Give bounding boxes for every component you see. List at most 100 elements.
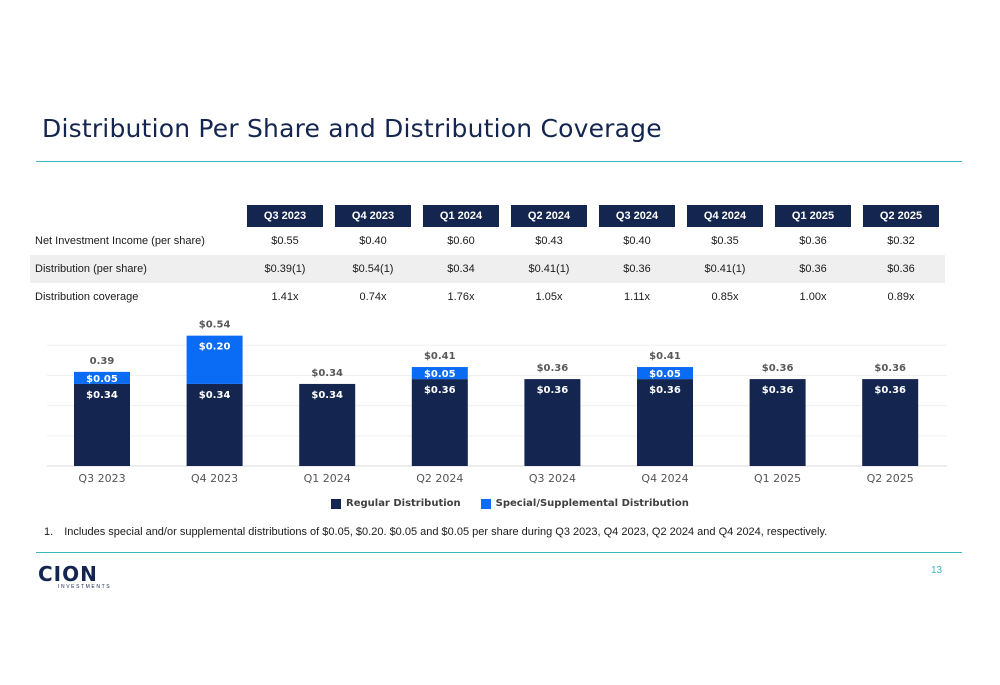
bar-label-special: $0.20 xyxy=(199,342,231,353)
legend-swatch-regular xyxy=(331,498,341,509)
bar-regular xyxy=(74,383,130,466)
bar-label-regular: $0.34 xyxy=(199,390,231,401)
column-header: Q4 2023 xyxy=(335,205,411,227)
bar-regular xyxy=(524,379,581,466)
page-title: Distribution Per Share and Distribution … xyxy=(42,114,662,143)
footnote: 1. Includes special and/or supplemental … xyxy=(44,526,827,538)
bar-total-label: $0.54 xyxy=(199,320,231,331)
table-header-cell: Q2 2025 xyxy=(857,205,945,227)
bar-label-regular: $0.36 xyxy=(424,385,456,396)
bar-label-regular: $0.36 xyxy=(874,385,906,396)
bar-regular xyxy=(186,383,243,466)
x-tick-label: Q3 2023 xyxy=(78,472,125,485)
x-tick-label: Q3 2024 xyxy=(529,472,576,485)
x-tick-label: Q4 2023 xyxy=(191,472,238,485)
bar-label-special: $0.05 xyxy=(86,374,118,385)
table-cell: $0.36 xyxy=(769,255,857,283)
table-header-cell: Q2 2024 xyxy=(505,205,593,227)
logo-wordmark: CION xyxy=(38,562,98,586)
title-divider xyxy=(36,161,962,162)
table-cell: $0.41(1) xyxy=(681,255,769,283)
distribution-chart: $0.34 $0.05 0.39 Q3 2023 $0.34 $0.20 $0.54 Q4 2… xyxy=(47,320,947,485)
table-header-cell: Q4 2024 xyxy=(681,205,769,227)
bar-label-special: $0.05 xyxy=(424,369,456,380)
bar-label-regular: $0.34 xyxy=(86,390,118,401)
bar-regular xyxy=(637,379,693,466)
table-header-cell: Q1 2024 xyxy=(417,205,505,227)
table-row: Distribution coverage 1.41x 0.74x 1.76x 1.05… xyxy=(30,283,945,311)
table-cell: $0.40 xyxy=(359,235,387,247)
logo-subtitle: INVESTMENTS xyxy=(58,584,112,590)
table-cell: $0.36 xyxy=(799,235,827,247)
legend-item-special: Special/Supplemental Distribution xyxy=(480,498,689,509)
column-header: Q1 2025 xyxy=(775,205,851,227)
legend-label-regular: Regular Distribution xyxy=(346,498,461,509)
legend-swatch-special xyxy=(480,498,491,509)
table-cell: $0.34 xyxy=(417,255,505,283)
table-cell: $0.36 xyxy=(593,255,681,283)
column-header: Q4 2024 xyxy=(687,205,763,227)
bar-special xyxy=(74,371,130,384)
bar-total-label: $0.36 xyxy=(537,363,569,374)
bar-label-regular: $0.34 xyxy=(311,390,343,401)
row-label: Net Investment Income (per share) xyxy=(35,235,205,247)
table-cell: 1.11x xyxy=(623,291,651,303)
table-cell: $0.32 xyxy=(887,235,915,247)
table-cell: 1.41x xyxy=(271,291,299,303)
bar-total-label: $0.41 xyxy=(649,351,681,362)
cion-logo: CION INVESTMENTS xyxy=(38,562,111,590)
row-label: Distribution (per share) xyxy=(30,255,241,283)
bar-special xyxy=(186,335,243,384)
table-cell: 1.05x xyxy=(535,291,563,303)
table-cell: $0.40 xyxy=(623,235,651,247)
table-cell: $0.35 xyxy=(711,235,739,247)
bar-label-regular: $0.36 xyxy=(649,385,681,396)
bar-special xyxy=(637,367,693,380)
table-cell: $0.60 xyxy=(447,235,475,247)
table-header-row: Q3 2023 Q4 2023 Q1 2024 Q2 2024 Q3 2024 Q4 20… xyxy=(30,205,945,227)
x-tick-label: Q1 2025 xyxy=(754,472,801,485)
table-cell: 1.76x xyxy=(447,291,475,303)
row-label: Distribution coverage xyxy=(35,291,139,303)
bar-total-label: $0.36 xyxy=(874,363,906,374)
column-header: Q3 2023 xyxy=(247,205,323,227)
x-tick-label: Q4 2024 xyxy=(641,472,688,485)
footnote-number: 1. xyxy=(44,526,54,538)
bar-total-label: $0.34 xyxy=(311,368,343,379)
table-header-cell: Q4 2023 xyxy=(329,205,417,227)
x-tick-label: Q2 2024 xyxy=(416,472,463,485)
chart-legend: Regular Distribution Special/Supplementa… xyxy=(331,498,709,509)
footer-divider xyxy=(36,552,962,553)
table-cell: 0.85x xyxy=(711,291,739,303)
table-cell: 1.00x xyxy=(799,291,827,303)
page-number: 13 xyxy=(931,565,943,576)
bar-label-regular: $0.36 xyxy=(762,385,794,396)
table-header-cell: Q3 2024 xyxy=(593,205,681,227)
table-corner xyxy=(30,205,241,227)
table-cell: 0.89x xyxy=(887,291,915,303)
footnote-text: Includes special and/or supplemental dis… xyxy=(64,526,828,538)
table-header-cell: Q1 2025 xyxy=(769,205,857,227)
bar-regular xyxy=(299,383,356,466)
table-cell: $0.43 xyxy=(535,235,563,247)
bar-label-special: $0.05 xyxy=(649,369,681,380)
table-cell: 0.74x xyxy=(359,291,387,303)
bar-special xyxy=(411,367,468,380)
table-cell: $0.39(1) xyxy=(241,255,329,283)
column-header: Q2 2025 xyxy=(863,205,939,227)
legend-item-regular: Regular Distribution xyxy=(331,498,461,509)
bar-regular xyxy=(749,379,806,466)
bar-total-label: $0.41 xyxy=(424,351,456,362)
table-cell: $0.36 xyxy=(857,255,945,283)
bar-label-regular: $0.36 xyxy=(537,385,569,396)
legend-label-special: Special/Supplemental Distribution xyxy=(495,498,689,509)
bar-total-label: 0.39 xyxy=(90,356,115,367)
table-cell: $0.54(1) xyxy=(329,255,417,283)
table-row: Net Investment Income (per share) $0.55 $0… xyxy=(30,227,945,255)
bar-regular xyxy=(411,379,468,466)
table-cell: $0.55 xyxy=(271,235,299,247)
column-header: Q2 2024 xyxy=(511,205,587,227)
bar-regular xyxy=(862,379,919,466)
table-header-cell: Q3 2023 xyxy=(241,205,329,227)
column-header: Q3 2024 xyxy=(599,205,675,227)
